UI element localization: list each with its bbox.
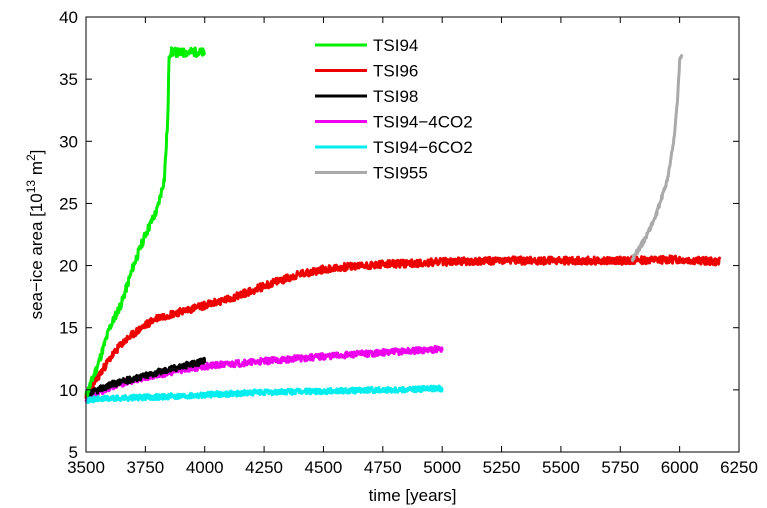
y-axis-label-exp2: 2 [24, 154, 38, 161]
y-axis-label-prefix: sea−ice area [10 [27, 193, 46, 319]
legend-label: TSI955 [373, 164, 428, 183]
series-layer [84, 46, 722, 404]
legend-label: TSI96 [373, 62, 418, 81]
y-tick-label: 10 [59, 381, 78, 400]
y-tick-label: 15 [59, 319, 78, 338]
x-tick-label: 6000 [661, 458, 699, 477]
x-tick-label: 5000 [423, 458, 461, 477]
series-line [85, 356, 207, 397]
series-line [84, 46, 206, 398]
y-tick-label: 40 [59, 8, 78, 27]
legend-label: TSI94−6CO2 [373, 138, 473, 157]
y-tick-label: 35 [59, 70, 78, 89]
y-axis-label-middle: m [27, 161, 46, 180]
x-tick-label: 5750 [601, 458, 639, 477]
y-axis-label-exp1: 13 [24, 180, 38, 194]
x-tick-label: 3750 [126, 458, 164, 477]
legend-label: TSI94 [373, 36, 418, 55]
series-line [84, 344, 444, 403]
x-tick-label: 5250 [483, 458, 521, 477]
legend-label: TSI98 [373, 87, 418, 106]
y-tick-label: 25 [59, 194, 78, 213]
y-tick-label: 30 [59, 132, 78, 151]
series-line [630, 54, 684, 263]
x-tick-label: 4750 [364, 458, 402, 477]
series-line [85, 384, 444, 404]
y-tick-label: 20 [59, 257, 78, 276]
ticks-layer: 3500 3750 4000 4250 4500 4750 5000 5250 5500 5750… [59, 8, 758, 477]
legend: TSI94 TSI96 TSI98 TSI94−4CO2 TSI94−6CO2 TSI95… [315, 36, 473, 183]
y-axis-label: sea−ice area [1013 m2] [24, 150, 46, 320]
legend-label: TSI94−4CO2 [373, 113, 473, 132]
x-tick-label: 5500 [542, 458, 580, 477]
x-axis-label: time [years] [369, 486, 457, 505]
series-line [84, 254, 722, 399]
y-tick-label: 5 [69, 443, 78, 462]
x-tick-label: 4250 [245, 458, 283, 477]
x-tick-label: 3500 [67, 458, 105, 477]
x-tick-label: 6250 [720, 458, 758, 477]
x-tick-label: 4000 [186, 458, 224, 477]
y-axis-label-suffix: ] [27, 150, 46, 155]
x-tick-label: 4500 [305, 458, 343, 477]
plot-frame [85, 16, 740, 453]
